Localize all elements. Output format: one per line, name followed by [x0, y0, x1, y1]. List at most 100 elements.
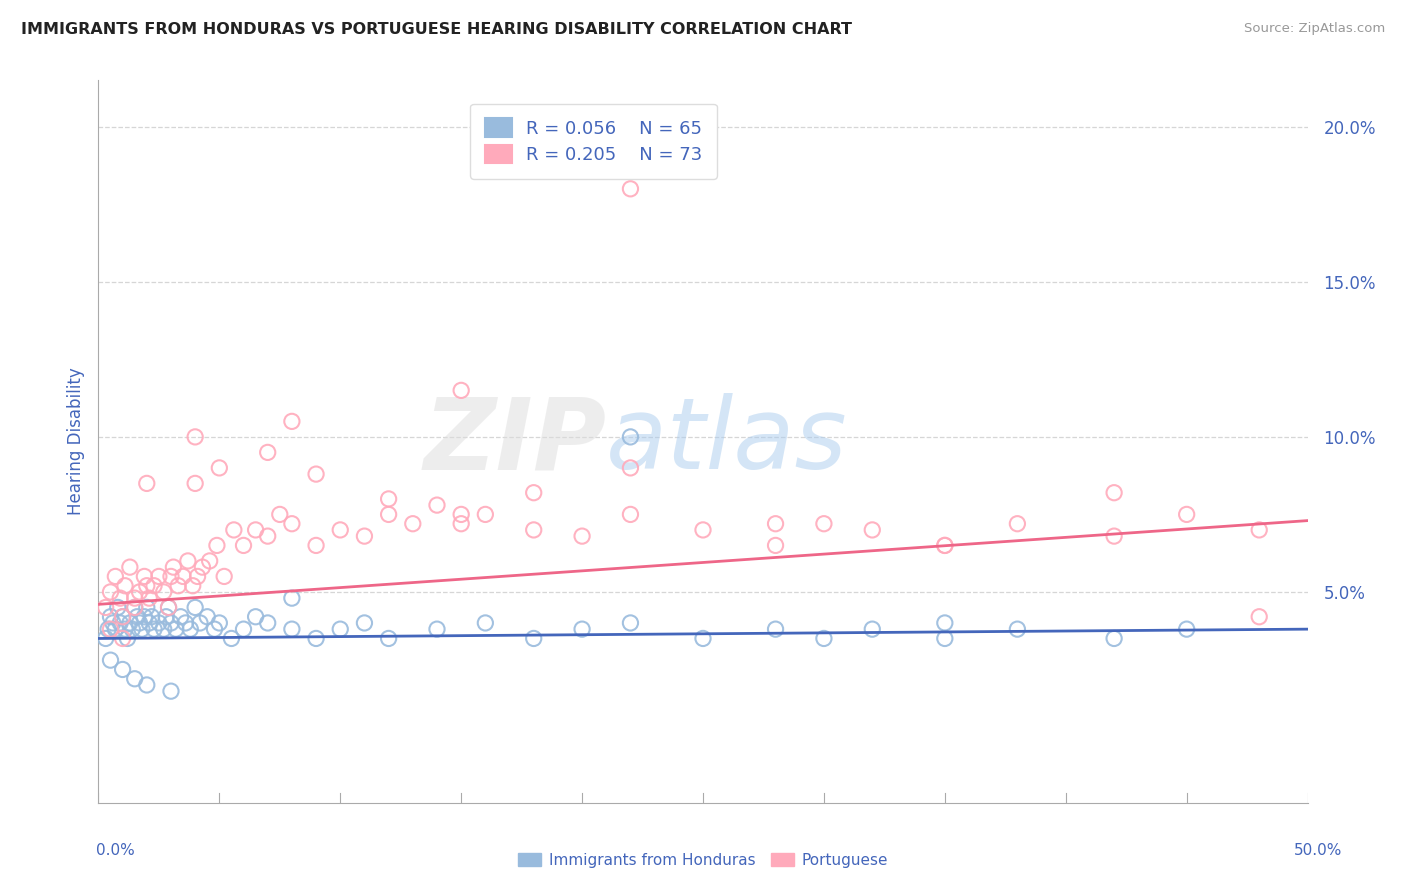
Point [232, 622, 254, 636]
Point [474, 508, 496, 522]
Point [134, 609, 156, 624]
Point [934, 538, 956, 552]
Point [181, 579, 204, 593]
Point [377, 632, 399, 646]
Point [135, 476, 157, 491]
Point [104, 622, 127, 636]
Point [934, 538, 956, 552]
Point [148, 569, 170, 583]
Point [426, 622, 449, 636]
Point [402, 516, 425, 531]
Point [111, 609, 134, 624]
Point [155, 609, 177, 624]
Point [281, 516, 304, 531]
Text: ZIP: ZIP [423, 393, 606, 490]
Point [124, 591, 146, 606]
Point [256, 529, 278, 543]
Point [813, 516, 835, 531]
Point [118, 615, 141, 630]
Point [245, 609, 267, 624]
Point [450, 508, 472, 522]
Point [152, 622, 174, 636]
Point [1102, 529, 1125, 543]
Point [152, 585, 174, 599]
Point [1175, 508, 1198, 522]
Point [450, 384, 472, 398]
Point [256, 445, 278, 459]
Point [619, 430, 641, 444]
Point [934, 615, 956, 630]
Point [160, 684, 183, 698]
Point [111, 632, 134, 646]
Point [765, 516, 787, 531]
Point [165, 622, 187, 636]
Point [172, 569, 194, 583]
Point [860, 622, 883, 636]
Point [191, 560, 214, 574]
Point [1007, 622, 1029, 636]
Point [208, 461, 231, 475]
Point [619, 461, 641, 475]
Point [124, 600, 146, 615]
Point [305, 538, 328, 552]
Point [195, 609, 218, 624]
Point [160, 569, 183, 583]
Point [184, 430, 207, 444]
Point [765, 622, 787, 636]
Point [174, 615, 197, 630]
Point [118, 560, 141, 574]
Point [160, 615, 183, 630]
Point [148, 615, 170, 630]
Point [107, 600, 129, 615]
Point [813, 632, 835, 646]
Point [100, 609, 122, 624]
Point [143, 622, 166, 636]
Point [269, 508, 291, 522]
Text: atlas: atlas [606, 393, 848, 490]
Point [143, 579, 166, 593]
Point [124, 672, 146, 686]
Point [135, 579, 157, 593]
Point [204, 622, 226, 636]
Point [157, 600, 180, 615]
Point [141, 609, 163, 624]
Point [169, 609, 191, 624]
Point [619, 182, 641, 196]
Point [329, 523, 352, 537]
Point [450, 516, 472, 531]
Legend: Immigrants from Honduras, Portuguese: Immigrants from Honduras, Portuguese [510, 845, 896, 875]
Point [135, 678, 157, 692]
Point [111, 663, 134, 677]
Point [1175, 622, 1198, 636]
Point [208, 615, 231, 630]
Point [860, 523, 883, 537]
Point [128, 615, 150, 630]
Point [692, 632, 714, 646]
Point [1249, 609, 1271, 624]
Point [94, 632, 117, 646]
Point [128, 585, 150, 599]
Point [117, 632, 139, 646]
Point [187, 569, 209, 583]
Point [523, 523, 546, 537]
Point [111, 609, 134, 624]
Point [222, 523, 245, 537]
Point [426, 498, 449, 512]
Point [245, 523, 267, 537]
Point [329, 622, 352, 636]
Point [114, 579, 136, 593]
Point [1007, 516, 1029, 531]
Point [188, 615, 211, 630]
Point [114, 622, 136, 636]
Point [131, 622, 153, 636]
Point [353, 615, 375, 630]
Point [100, 653, 122, 667]
Point [97, 622, 120, 636]
Point [523, 632, 546, 646]
Point [377, 491, 399, 506]
Point [692, 523, 714, 537]
Point [571, 529, 593, 543]
Point [221, 632, 243, 646]
Point [198, 554, 221, 568]
Text: 50.0%: 50.0% [1295, 843, 1343, 858]
